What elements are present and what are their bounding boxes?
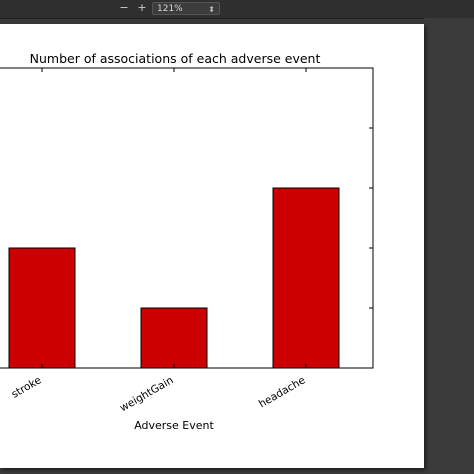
plot-area: stroke weightGain headache [0, 67, 374, 414]
chevron-updown-icon: ⬍ [208, 5, 215, 14]
x-tick-label: stroke [10, 374, 44, 401]
bar-stroke [8, 247, 76, 369]
zoom-select[interactable]: 121% ⬍ [152, 2, 220, 15]
x-tick-label: weightGain [118, 374, 176, 414]
zoom-in-button[interactable]: + [137, 1, 147, 14]
chart-title: Number of associations of each adverse e… [30, 51, 321, 66]
canvas-background [424, 18, 474, 474]
bar-chart: Number of associations of each adverse e… [0, 51, 374, 432]
x-tick-label: headache [257, 374, 308, 410]
viewer-toolbar: − + 121% ⬍ [0, 0, 474, 19]
bar-weightGain [140, 307, 208, 369]
document-page[interactable]: Number of associations of each adverse e… [0, 24, 424, 468]
zoom-out-button[interactable]: − [119, 1, 129, 14]
zoom-value: 121% [157, 4, 183, 14]
bar-headache [272, 187, 340, 369]
x-axis-label: Adverse Event [134, 419, 214, 432]
